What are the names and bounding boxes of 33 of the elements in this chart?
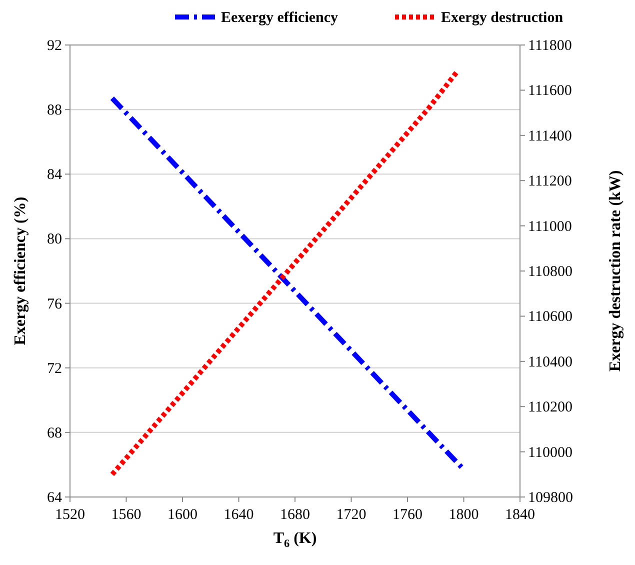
y2-tick-label: 110400 [528, 354, 572, 370]
y2-tick-label: 111200 [528, 174, 572, 190]
y2-axis-title: Exergy destruction rate (kW) [607, 170, 624, 372]
y-tick-label: 68 [47, 425, 62, 442]
y2-tick-label: 109800 [528, 490, 573, 506]
y-tick-label: 72 [47, 360, 62, 377]
x-tick-label: 1720 [336, 507, 366, 523]
legend-label: Eexergy efficiency [221, 10, 339, 26]
x-tick-label: 1600 [168, 507, 198, 523]
x-tick-label: 1680 [280, 507, 310, 523]
x-axis-title: T$_{6}$ (K) [273, 530, 317, 550]
y-tick-label: 76 [47, 296, 62, 312]
x-tick-label: 1800 [448, 507, 479, 523]
y2-tick-label: 110000 [528, 444, 572, 461]
legend-label: Exergy destruction [441, 10, 564, 26]
x-tick-label: 1640 [224, 507, 254, 523]
x-tick-label: 1520 [55, 507, 85, 523]
y2-tick-label: 111600 [528, 83, 572, 100]
x-tick-label: 1840 [505, 507, 535, 523]
y2-tick-label: 111400 [528, 128, 572, 144]
y-tick-label: 88 [47, 102, 62, 119]
x-tick-label: 1760 [392, 507, 422, 523]
y-tick-label: 84 [47, 167, 62, 184]
y-tick-label: 92 [47, 38, 62, 54]
x-tick-label: 1560 [111, 507, 142, 523]
y2-tick-label: 111800 [528, 38, 572, 54]
y-tick-label: 80 [47, 232, 62, 248]
y2-tick-label: 111000 [528, 218, 572, 235]
y2-tick-label: 110600 [528, 309, 572, 326]
y2-tick-label: 110200 [528, 400, 572, 416]
y-tick-label: 64 [47, 490, 62, 506]
y-axis-title: Exergy efficiency (%) [12, 196, 29, 346]
y2-tick-label: 110800 [528, 264, 572, 280]
